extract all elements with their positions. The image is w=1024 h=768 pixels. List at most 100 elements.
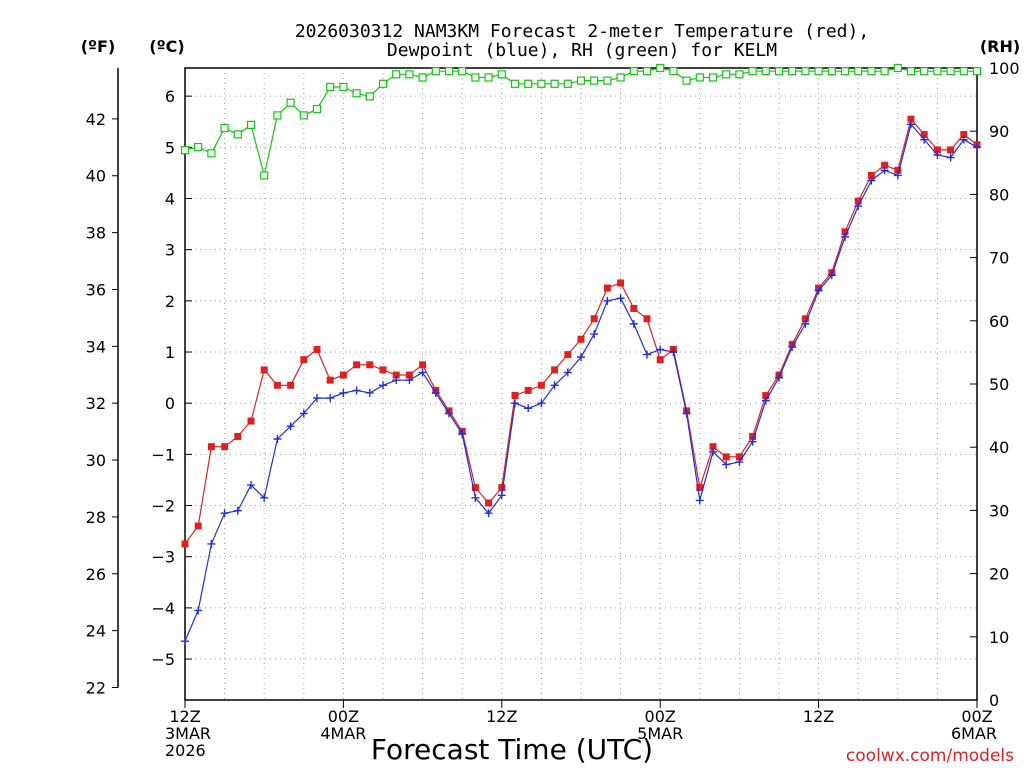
dewpoint-point [827, 271, 836, 280]
dewpoint-point [946, 153, 955, 162]
rh-point [761, 67, 770, 76]
rh-point [854, 67, 863, 76]
rh-point [431, 67, 440, 76]
rh-tick-label: 70 [989, 249, 1009, 268]
temperature-point [854, 197, 862, 205]
rh-tick-label: 50 [989, 375, 1009, 394]
rh-point [920, 67, 929, 76]
rh-point [774, 67, 784, 76]
dewpoint-point [392, 376, 401, 385]
rh-point [959, 67, 968, 76]
rh-point [576, 76, 586, 85]
temperature-point [709, 443, 717, 451]
dewpoint-point [405, 376, 414, 385]
rh-tick-label: 100 [989, 59, 1020, 78]
temperature-point [247, 417, 255, 425]
temperature-point [326, 376, 334, 384]
rh-point [827, 67, 836, 76]
temperature-point [577, 335, 585, 343]
dewpoint-point [524, 404, 533, 413]
temperature-point [471, 484, 479, 492]
temperature-point [353, 361, 361, 369]
dewpoint-point [550, 381, 559, 390]
rh-point [814, 67, 823, 76]
celsius-tick-label: 1 [165, 343, 175, 362]
celsius-tick-label: 2 [165, 292, 175, 311]
rh-point [458, 67, 467, 76]
dewpoint-point [326, 394, 335, 403]
temperature-point [749, 432, 757, 440]
rh-point [590, 76, 599, 85]
temperature-point [762, 392, 770, 400]
celsius-tick-label: 5 [165, 138, 175, 157]
rh-point [524, 79, 533, 88]
temperature-point [551, 366, 559, 374]
temperature-point [564, 351, 572, 359]
celsius-tick-label: −2 [151, 497, 175, 516]
dewpoint-point [577, 353, 585, 362]
temperature-point [300, 356, 308, 364]
rh-point [669, 67, 678, 76]
celsius-tick-label: −4 [151, 599, 175, 618]
temperature-point [735, 453, 743, 461]
dewpoint-point [761, 396, 770, 405]
dewpoint-point [801, 319, 810, 328]
rh-point [339, 82, 348, 92]
rh-point [893, 63, 902, 73]
rh-tick-label: 60 [989, 312, 1009, 331]
dewpoint-point [656, 345, 665, 354]
rh-tick-label: 20 [989, 565, 1009, 584]
rh-point [365, 92, 374, 101]
x-tick-label: 3MAR [165, 724, 211, 743]
rh-point [312, 104, 322, 114]
temperature-point [260, 366, 268, 374]
dewpoint-point [959, 135, 968, 144]
celsius-tick-label: 3 [165, 241, 175, 260]
rh-point [603, 76, 612, 85]
dewpoint-point [484, 509, 493, 518]
temperature-point [947, 146, 955, 154]
x-tick-label: 00Z [961, 707, 992, 726]
dewpoint-point [616, 294, 625, 303]
rh-point [378, 79, 388, 88]
rh-point [616, 73, 625, 82]
dewpoint-point [537, 399, 546, 408]
series-rh [180, 63, 982, 180]
dewpoint-point [497, 491, 506, 500]
rh-point [933, 67, 942, 76]
dewpoint-point [220, 509, 229, 518]
rh-point [801, 67, 810, 76]
dewpoint-point [748, 437, 757, 446]
rh-point [352, 89, 361, 98]
temperature-point [273, 381, 281, 389]
temperature-point [841, 228, 849, 236]
dewpoint-point [590, 330, 599, 339]
rh-point [537, 79, 546, 88]
rh-point [748, 67, 757, 76]
fahrenheit-tick-label: 24 [86, 622, 106, 641]
rh-point [207, 149, 216, 158]
x-tick-label: 5MAR [637, 724, 683, 743]
dewpoint-point [365, 388, 374, 397]
celsius-tick-label: 0 [165, 394, 175, 413]
dewpoint-point [260, 493, 269, 502]
temperature-point [419, 361, 427, 369]
dewpoint-point [194, 606, 203, 615]
dewpoint-point [854, 202, 863, 211]
rh-point [682, 76, 691, 85]
temperature-point [498, 484, 506, 492]
x-tick-label: 12Z [803, 707, 834, 726]
temperature-point [405, 371, 413, 379]
gridlines [185, 68, 977, 700]
dewpoint-point [695, 496, 704, 505]
dewpoint-point [907, 120, 915, 129]
temperature-point [537, 381, 545, 389]
rh-tick-label: 0 [989, 691, 999, 710]
rh-tick-label: 40 [989, 438, 1009, 457]
dewpoint-point [511, 399, 519, 408]
dewpoint-point [629, 319, 638, 328]
temperature-point [511, 392, 519, 400]
rh-point [326, 82, 335, 92]
dewpoint-point [352, 386, 361, 395]
dewpoint-point [181, 637, 189, 646]
